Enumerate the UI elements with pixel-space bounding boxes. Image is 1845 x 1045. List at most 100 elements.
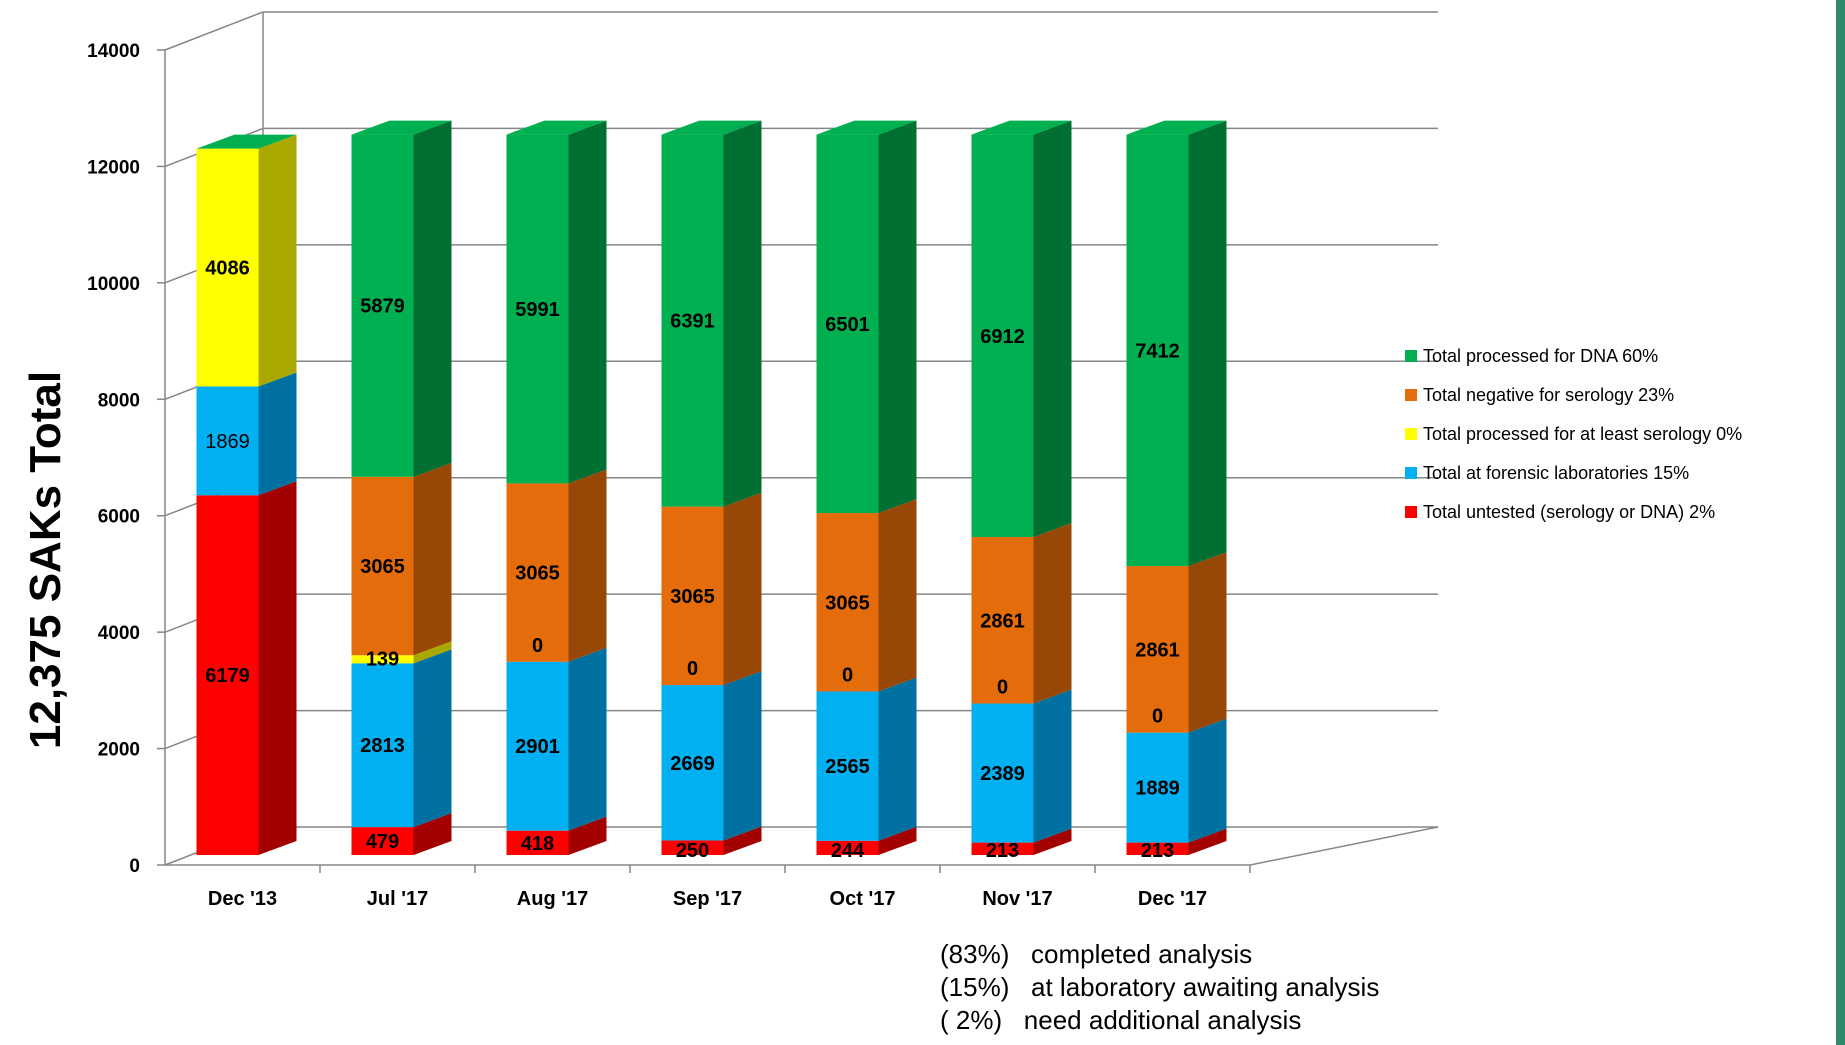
data-label: 6179 bbox=[205, 665, 250, 687]
data-labels-layer: 6179 1869 4086 479 2813 139 3065 5879 418 2901 0 30… bbox=[205, 258, 1180, 862]
data-label: 6501 bbox=[825, 314, 870, 336]
legend-swatch bbox=[1405, 428, 1417, 440]
bar-segment bbox=[661, 840, 724, 855]
bar-segment bbox=[351, 476, 414, 656]
bar-segment bbox=[1126, 566, 1189, 733]
y-tick-label: 10000 bbox=[87, 274, 140, 295]
bar-segment bbox=[816, 134, 879, 514]
bar-segment-side bbox=[878, 826, 917, 855]
legend-entry: Total negative for serology 23% bbox=[1423, 385, 1674, 405]
y-tick-label: 12000 bbox=[87, 157, 140, 178]
bar-top bbox=[196, 134, 297, 149]
legend-swatch bbox=[1405, 350, 1417, 362]
bar-segment bbox=[816, 513, 879, 692]
legend-entry: Total processed for at least serology 0% bbox=[1423, 424, 1742, 444]
bar-segment bbox=[351, 134, 414, 477]
floor-edge bbox=[1249, 826, 1439, 866]
bar-segment-side bbox=[1033, 120, 1072, 537]
bar-segment-side bbox=[723, 120, 762, 507]
data-label: 5879 bbox=[360, 296, 405, 318]
data-label: 2861 bbox=[980, 610, 1025, 632]
data-label: 3065 bbox=[825, 592, 870, 614]
bar-segment bbox=[196, 386, 259, 496]
data-label: 3065 bbox=[670, 586, 715, 608]
bar-segment bbox=[661, 506, 724, 686]
bar-segment bbox=[351, 663, 414, 828]
x-tick-label: Jul '17 bbox=[367, 888, 428, 910]
bar-segment-side bbox=[1188, 718, 1227, 843]
bar-segment-side bbox=[258, 372, 297, 496]
data-label: 479 bbox=[366, 831, 399, 853]
data-label: 0 bbox=[532, 635, 543, 657]
data-label: 244 bbox=[831, 840, 865, 862]
data-label: 0 bbox=[1152, 706, 1163, 728]
summary-notes: (83%) completed analysis (15%) at laborat… bbox=[940, 938, 1379, 1037]
legend: Total processed for DNA 60% Total negativ… bbox=[1405, 346, 1742, 522]
x-tick-label: Oct '17 bbox=[830, 888, 896, 910]
bar-segment bbox=[971, 703, 1034, 843]
data-label: 3065 bbox=[515, 563, 560, 585]
bar-top bbox=[661, 120, 762, 135]
y-tick-label: 6000 bbox=[98, 507, 140, 528]
bar-segment bbox=[506, 661, 569, 831]
y-tick-label: 14000 bbox=[87, 41, 140, 62]
bar-segment-side bbox=[258, 481, 297, 855]
bar-segment bbox=[506, 483, 569, 662]
bar-segment bbox=[1126, 842, 1189, 855]
bar-segment-side bbox=[723, 492, 762, 686]
bar-segment-side bbox=[568, 816, 607, 855]
bar-segment-side bbox=[1188, 120, 1227, 567]
bar-segment-side bbox=[413, 462, 452, 656]
legend-swatch bbox=[1405, 506, 1417, 518]
data-label: 7412 bbox=[1135, 340, 1180, 362]
data-label: 2901 bbox=[515, 736, 560, 758]
data-label: 418 bbox=[521, 833, 554, 855]
data-label: 2565 bbox=[825, 756, 870, 778]
bar-segment-side bbox=[1188, 828, 1227, 855]
bar-segment-side bbox=[568, 647, 607, 831]
summary-note: (83%) completed analysis bbox=[940, 939, 1253, 969]
bar-segment-side bbox=[413, 649, 452, 828]
bar-segment-side bbox=[568, 120, 607, 484]
y-tick-label: 4000 bbox=[98, 623, 140, 644]
y-tick-label: 2000 bbox=[98, 740, 140, 761]
legend-entry: Total processed for DNA 60% bbox=[1423, 346, 1658, 366]
data-label: 1869 bbox=[205, 431, 250, 453]
bar-segment-side bbox=[723, 826, 762, 855]
legend-entry: Total at forensic laboratories 15% bbox=[1423, 463, 1689, 483]
bar-top bbox=[506, 120, 607, 135]
summary-note: (15%) at laboratory awaiting analysis bbox=[940, 972, 1380, 1002]
bar-top bbox=[1126, 120, 1227, 135]
bar-segment bbox=[506, 830, 569, 855]
bar-segment-side bbox=[723, 671, 762, 841]
data-label: 4086 bbox=[205, 258, 250, 280]
bar-segment bbox=[816, 840, 879, 855]
gridline-diagonal bbox=[164, 11, 264, 51]
x-tick-label: Dec '17 bbox=[1138, 888, 1207, 910]
bar-top bbox=[816, 120, 917, 135]
bars-layer bbox=[196, 120, 1227, 855]
bar-segment bbox=[351, 655, 414, 664]
x-tick-label: Sep '17 bbox=[673, 888, 742, 910]
data-label: 6391 bbox=[670, 311, 715, 333]
data-label: 213 bbox=[986, 840, 1019, 862]
bar-segment bbox=[971, 134, 1034, 537]
data-label: 2669 bbox=[670, 753, 715, 775]
y-axis-title: 12,375 SAKs Total bbox=[21, 371, 70, 749]
bar-segment-side bbox=[413, 641, 452, 664]
data-label: 0 bbox=[842, 664, 853, 686]
bar-segment-side bbox=[413, 813, 452, 855]
bar-segment bbox=[816, 691, 879, 841]
y-tick-label: 0 bbox=[129, 856, 140, 877]
x-tick-label: Aug '17 bbox=[517, 888, 588, 910]
bar-segment bbox=[196, 495, 259, 855]
bar-segment bbox=[196, 148, 259, 387]
bar-segment-side bbox=[1033, 828, 1072, 855]
legend-swatch bbox=[1405, 467, 1417, 479]
bar-segment-side bbox=[1033, 522, 1072, 704]
bar-segment bbox=[661, 134, 724, 507]
bar-top bbox=[971, 120, 1072, 135]
summary-note: ( 2%) need additional analysis bbox=[940, 1005, 1302, 1035]
bar-segment bbox=[351, 827, 414, 855]
